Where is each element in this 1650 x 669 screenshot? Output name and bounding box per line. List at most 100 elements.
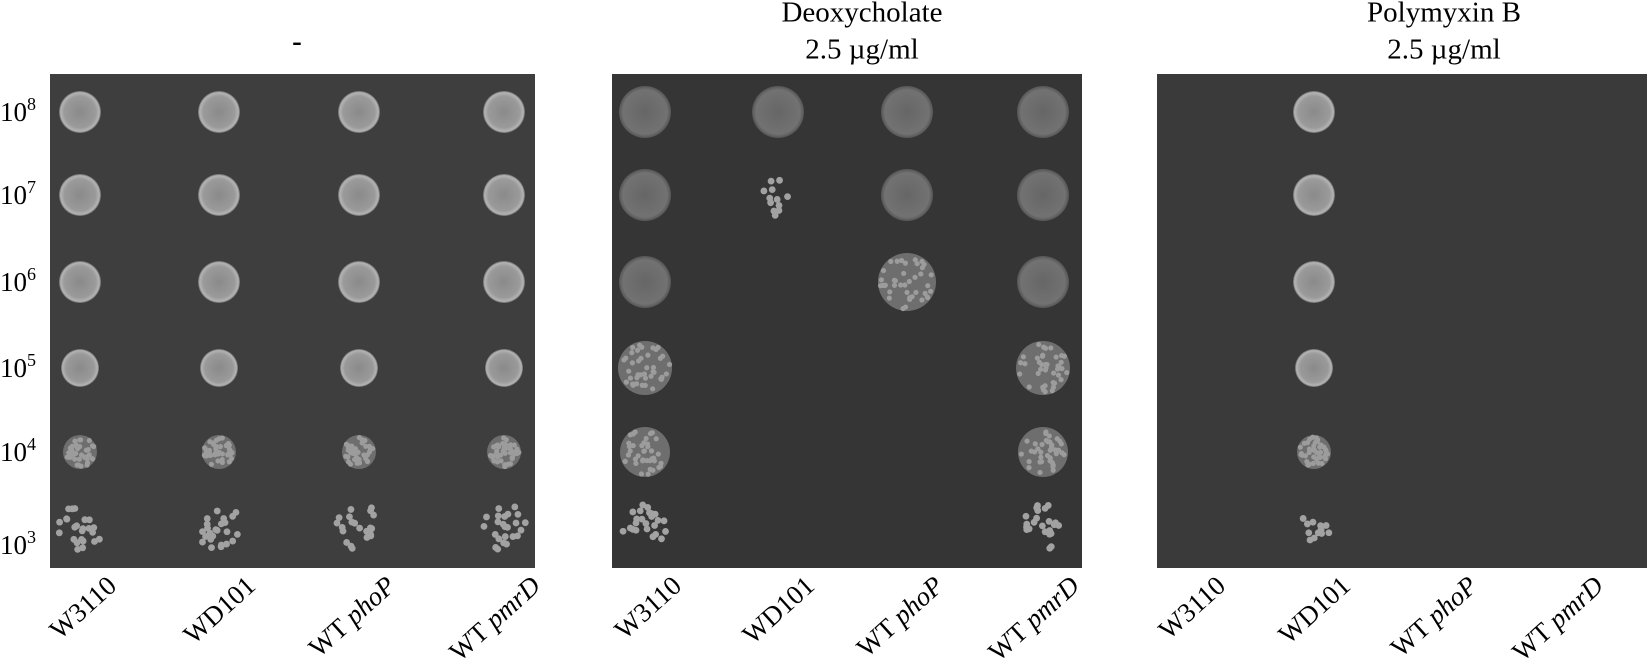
colony [1035, 370, 1041, 377]
colony [509, 454, 516, 461]
colony [1026, 458, 1032, 465]
colony [645, 471, 651, 477]
colony [494, 448, 500, 454]
colony [1052, 447, 1058, 453]
colony [75, 462, 81, 468]
strain-gene: phoP [885, 570, 949, 632]
colony [343, 539, 351, 546]
colony [500, 448, 506, 454]
dilution-exponent: 6 [27, 264, 36, 284]
strain-prefix: WT [982, 616, 1034, 667]
colony [904, 289, 910, 296]
colony [784, 193, 791, 201]
colony [494, 459, 500, 465]
colony [627, 448, 633, 454]
colony [775, 201, 783, 209]
colony [629, 350, 635, 356]
colony [223, 528, 231, 536]
colony [501, 523, 509, 531]
dilution-exponent: 4 [27, 434, 36, 454]
colony [202, 445, 208, 451]
panel-title: 2.5 µg/ml [1387, 34, 1500, 66]
colony [1305, 529, 1313, 537]
colony [1048, 345, 1054, 351]
strain-prefix: W3110 [609, 570, 687, 645]
colony [1307, 436, 1313, 442]
colony [919, 265, 926, 271]
colony [640, 458, 646, 464]
dilution-label: 104 [0, 434, 36, 467]
colony [514, 511, 522, 518]
colony [509, 533, 517, 540]
colony [226, 459, 232, 465]
colony [619, 527, 627, 535]
colony [886, 295, 892, 301]
colony [356, 524, 364, 532]
colony [502, 462, 508, 468]
colony [625, 452, 632, 458]
colony [1050, 384, 1057, 390]
colony [507, 446, 514, 452]
colony [1314, 450, 1320, 456]
colony [1318, 442, 1324, 448]
colony [1042, 361, 1049, 368]
colony [898, 257, 905, 264]
colony [1299, 515, 1307, 522]
colony [203, 520, 211, 528]
colony [203, 515, 211, 522]
colony [630, 442, 636, 449]
colony [1058, 441, 1064, 447]
colony [641, 371, 648, 377]
colony [1052, 519, 1059, 527]
strain-prefix: WT [303, 612, 355, 663]
colony [1020, 354, 1027, 360]
colony [775, 207, 783, 214]
colony [643, 435, 649, 442]
colony [492, 544, 500, 551]
bacterial-spot [59, 91, 101, 133]
colony [1045, 517, 1053, 525]
colony [642, 375, 649, 381]
colony [880, 282, 886, 288]
colony [67, 452, 74, 458]
colony [902, 304, 909, 310]
colony [77, 437, 83, 443]
colony [662, 528, 669, 535]
strain-label: WT pmrD [443, 570, 546, 667]
colony [1050, 467, 1056, 473]
strain-gene: pmrD [478, 570, 547, 636]
colony [776, 176, 783, 184]
colony [81, 516, 89, 524]
colony [639, 344, 645, 350]
dilution-exponent: 7 [27, 177, 36, 197]
colony [1038, 454, 1044, 460]
colony [215, 451, 221, 457]
colony [629, 381, 636, 387]
bacterial-spot [483, 261, 525, 303]
strain-prefix: WD101 [177, 570, 261, 649]
colony [636, 507, 644, 515]
colony [1039, 361, 1045, 368]
colony [55, 529, 63, 537]
colony [335, 514, 343, 522]
colony [898, 282, 904, 288]
strain-label: W3110 [1153, 570, 1231, 645]
colony [878, 277, 885, 283]
bacterial-spot [1293, 261, 1335, 303]
strain-label: WD101 [177, 570, 261, 649]
colony [651, 522, 658, 529]
colony [511, 503, 519, 511]
colony [642, 382, 648, 388]
colony [483, 513, 490, 521]
colony [654, 516, 662, 524]
colony [663, 371, 669, 377]
colony [907, 296, 913, 303]
colony [892, 278, 898, 284]
colony [232, 508, 240, 516]
colony [658, 535, 665, 543]
bacterial-spot [619, 169, 671, 221]
strain-label: WT phoP [303, 570, 401, 663]
colony [226, 446, 233, 452]
colony [1047, 456, 1053, 462]
colony [91, 538, 98, 545]
